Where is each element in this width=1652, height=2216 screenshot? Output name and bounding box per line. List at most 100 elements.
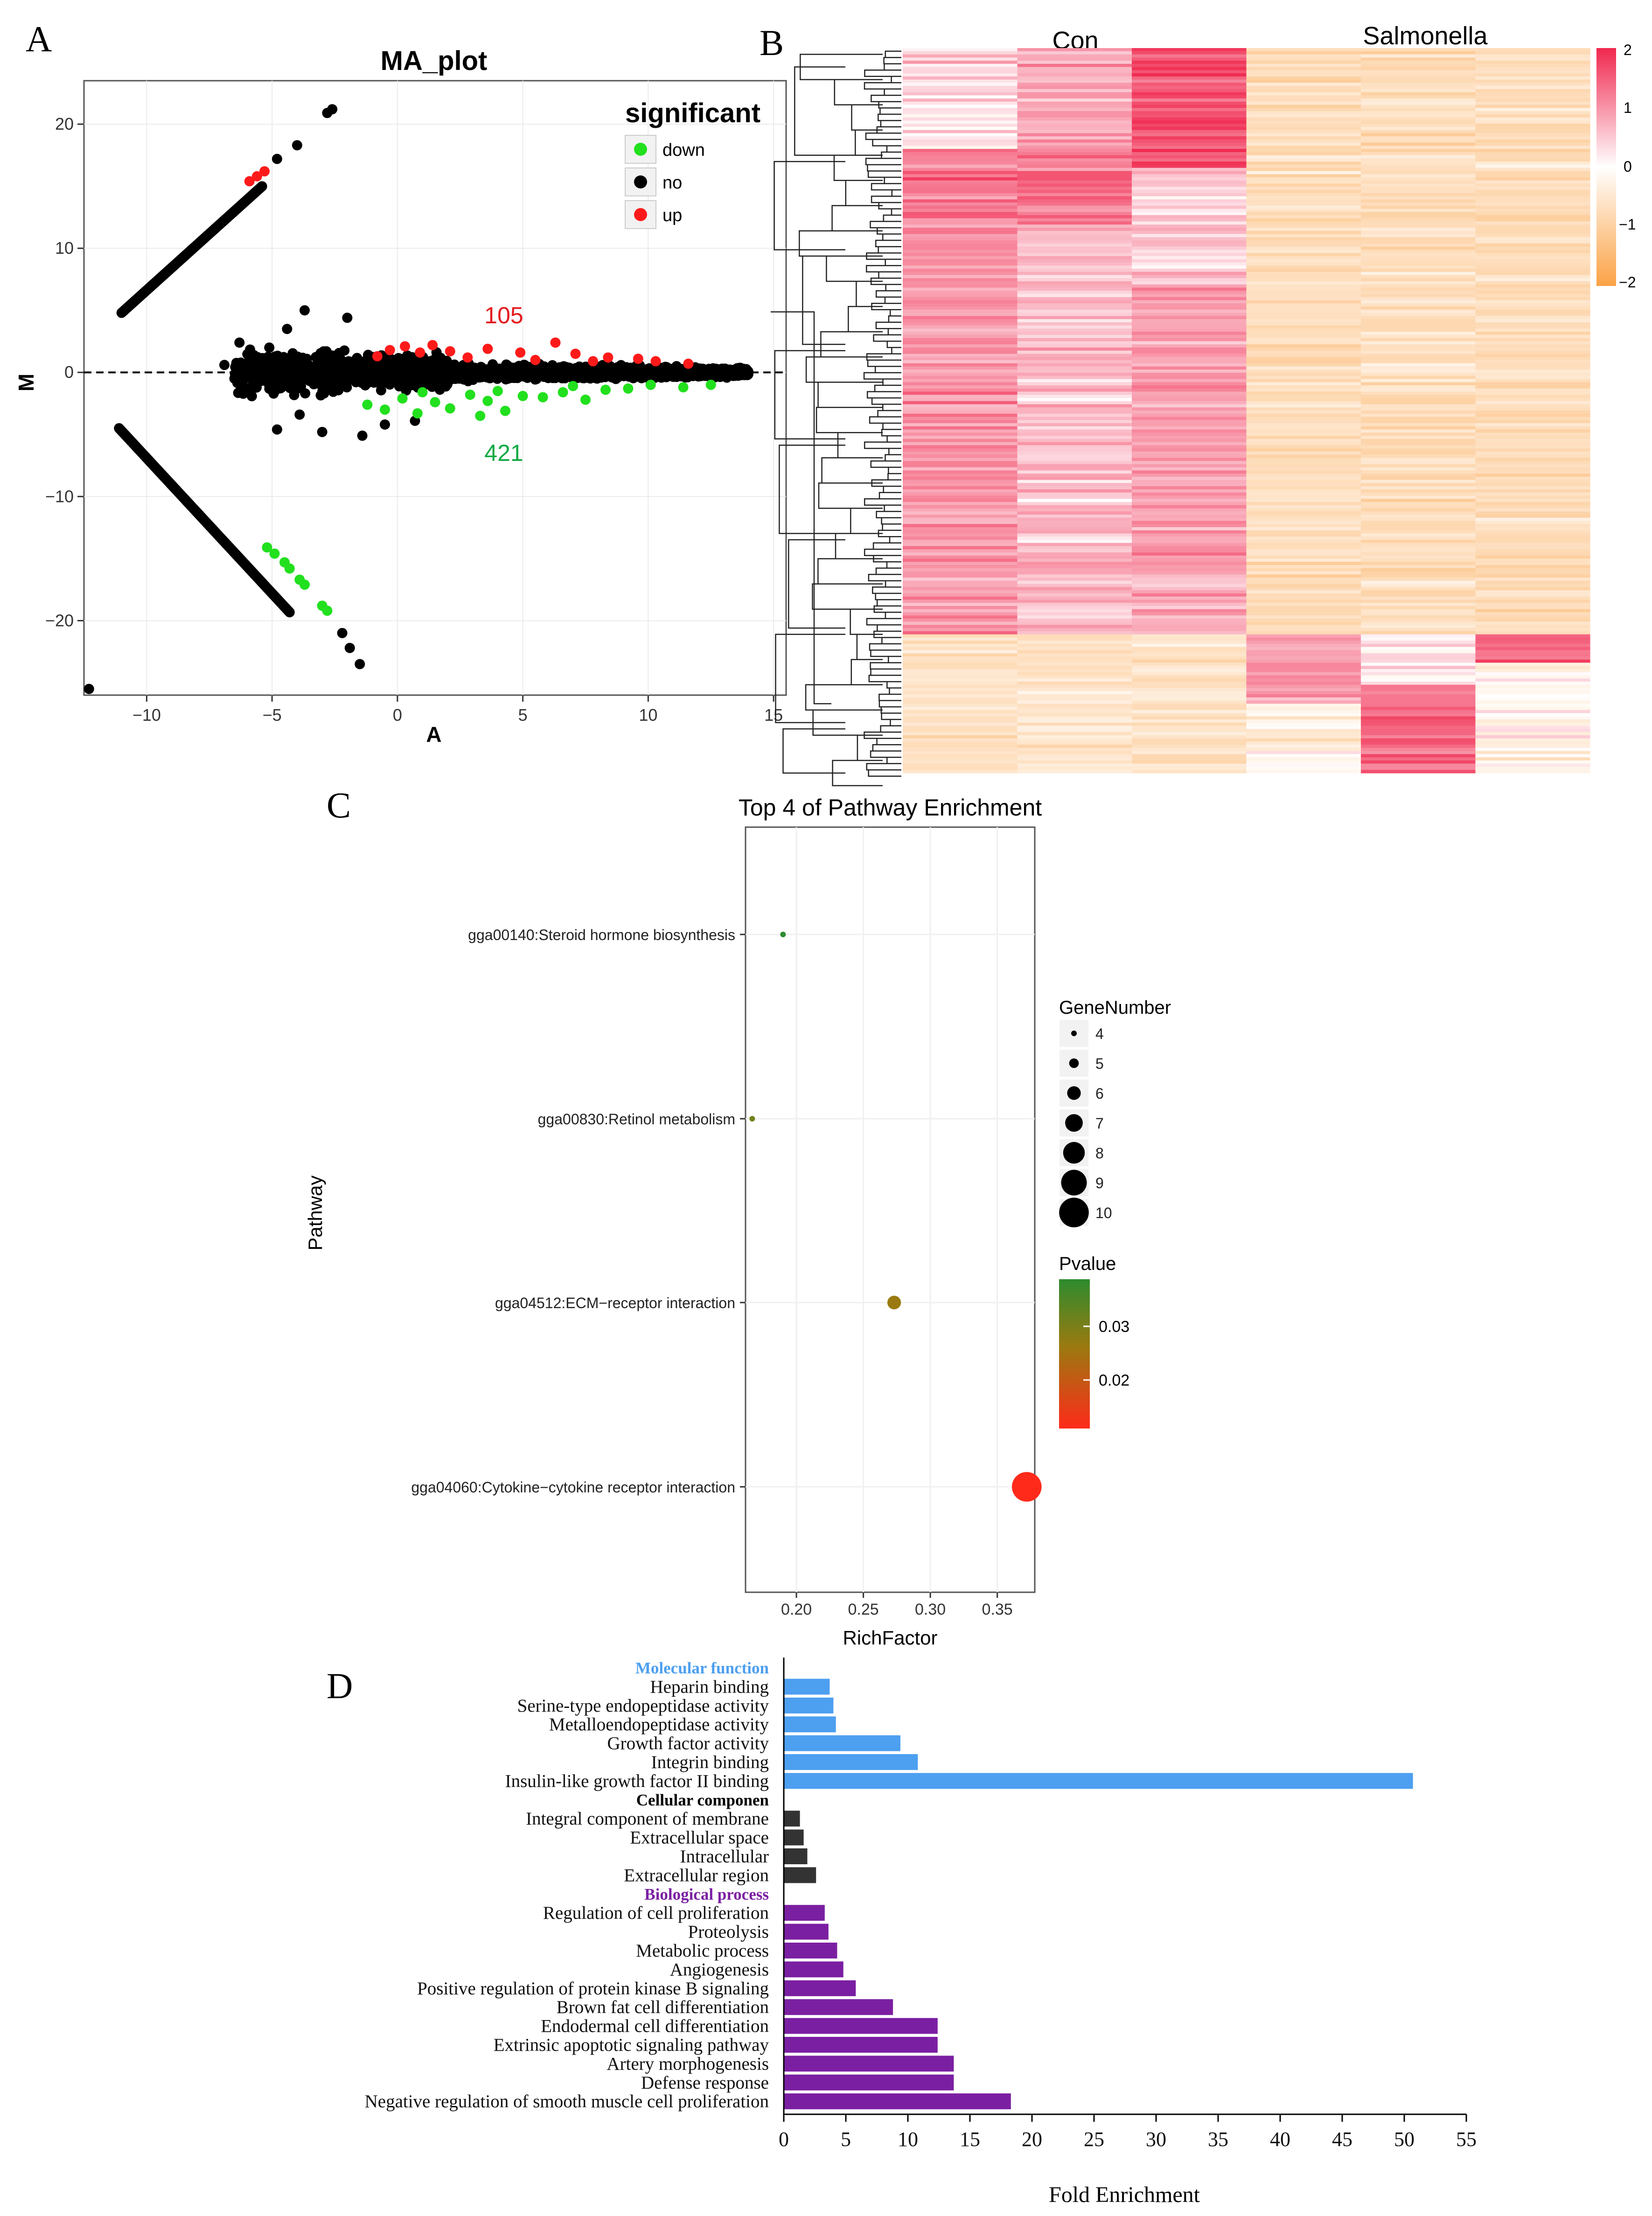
heatmap-cell	[1132, 603, 1247, 606]
heatmap-cell	[1132, 634, 1247, 638]
bar-label: Metalloendopeptidase activity	[549, 1714, 769, 1735]
heatmap-cell	[1246, 187, 1361, 190]
heatmap-cell	[1017, 578, 1132, 581]
heatmap-cell	[903, 527, 1018, 531]
heatmap-cell	[903, 521, 1018, 524]
heatmap-cell	[1361, 334, 1476, 339]
heatmap-cell	[1017, 332, 1132, 335]
heatmap-cell	[1361, 350, 1476, 354]
heatmap-cell	[903, 656, 1018, 660]
heatmap-cell	[1361, 105, 1476, 108]
heatmap-cell	[1475, 678, 1590, 682]
heatmap-cell	[1017, 187, 1132, 190]
heatmap-cell	[1017, 634, 1132, 638]
heatmap-cell	[903, 70, 1018, 74]
heatmap-cell	[1017, 265, 1132, 269]
heatmap-cell	[1361, 590, 1476, 594]
heatmap-cell	[1017, 297, 1132, 301]
heatmap-cell	[1246, 401, 1361, 405]
heatmap-cell	[1246, 521, 1361, 524]
heatmap-cell	[1246, 307, 1361, 310]
ma-point-up	[515, 347, 526, 358]
heatmap-cell	[903, 334, 1018, 339]
ma-point-no	[264, 342, 275, 353]
heatmap-cell	[903, 105, 1018, 108]
heatmap-cell	[1132, 79, 1247, 83]
heatmap-cell	[1017, 420, 1132, 424]
heatmap-cell	[1017, 593, 1132, 597]
heatmap-cell	[1246, 294, 1361, 298]
heatmap-cell	[1475, 183, 1590, 187]
enrichment-bar	[784, 2037, 938, 2053]
heatmap-cell	[1246, 568, 1361, 572]
heatmap-cell	[1361, 486, 1476, 490]
heatmap-cell	[903, 618, 1018, 622]
heatmap-cell	[1246, 212, 1361, 216]
heatmap-cell	[1475, 212, 1590, 216]
heatmap-cell	[1475, 590, 1590, 594]
heatmap-cell	[1017, 643, 1132, 648]
heatmap-cell	[903, 385, 1018, 389]
ma-point-up	[251, 171, 262, 181]
heatmap-cell	[1017, 174, 1132, 178]
heatmap-cell	[903, 688, 1018, 691]
heatmap-cell	[1361, 628, 1476, 632]
heatmap-cell	[1132, 155, 1247, 159]
heatmap-cell	[1361, 63, 1476, 68]
enrichment-bar	[784, 1716, 836, 1733]
heatmap-cell	[1017, 272, 1132, 276]
heatmap-cell	[1246, 423, 1361, 427]
heatmap-cell	[903, 448, 1018, 452]
heatmap-cell	[1361, 309, 1476, 314]
heatmap-cell	[903, 180, 1018, 184]
heatmap-cell	[1017, 281, 1132, 285]
heatmap-cell	[1017, 517, 1132, 522]
heatmap-cell	[1132, 187, 1247, 190]
heatmap-cell	[1017, 177, 1132, 181]
bar-label: Extracellular space	[630, 1828, 769, 1848]
heatmap-cell	[1017, 319, 1132, 323]
heatmap-cell	[1361, 382, 1476, 386]
heatmap-cell	[1361, 379, 1476, 383]
heatmap-cell	[1017, 79, 1132, 83]
heatmap-cell	[1017, 747, 1132, 752]
heatmap-cell	[1361, 747, 1476, 752]
heatmap-cell	[903, 436, 1018, 439]
heatmap-cell	[903, 571, 1018, 575]
heatmap-cell	[1361, 388, 1476, 392]
heatmap-cell	[1017, 136, 1132, 140]
heatmap-cell	[1361, 174, 1476, 178]
heatmap-cell	[1246, 476, 1361, 481]
heatmap-cell	[1017, 735, 1132, 739]
heatmap-cell	[1132, 511, 1247, 515]
heatmap-cell	[1132, 287, 1247, 291]
heatmap-cell	[1361, 499, 1476, 502]
heatmap-cell	[1475, 67, 1590, 70]
heatmap-cell	[1132, 199, 1247, 203]
heatmap-cell	[1132, 334, 1247, 339]
heatmap-cell	[1475, 700, 1590, 704]
heatmap-cell	[1246, 262, 1361, 266]
heatmap-cell	[1475, 426, 1590, 430]
heatmap-cell	[1017, 89, 1132, 93]
heatmap-cell	[1017, 606, 1132, 610]
heatmap-cell	[1132, 505, 1247, 509]
heatmap-cell	[1017, 691, 1132, 695]
heatmap-cell	[1017, 376, 1132, 380]
heatmap-cell	[1475, 265, 1590, 269]
size-legend-key	[1059, 1019, 1089, 1048]
heatmap-cell	[1132, 732, 1247, 736]
heatmap-cell	[903, 423, 1018, 427]
heatmap-cell	[903, 284, 1018, 288]
heatmap-cell	[1361, 464, 1476, 468]
heatmap-cell	[1361, 328, 1476, 332]
ma-point-down	[284, 563, 295, 574]
heatmap-cell	[903, 164, 1018, 168]
heatmap-cell	[903, 580, 1018, 585]
heatmap-cell	[1475, 631, 1590, 635]
ma-point-no	[385, 365, 396, 376]
heatmap-cell	[1246, 297, 1361, 301]
heatmap-cell	[1132, 67, 1247, 70]
ma-point-no	[234, 337, 245, 348]
heatmap-cell	[1017, 524, 1132, 528]
